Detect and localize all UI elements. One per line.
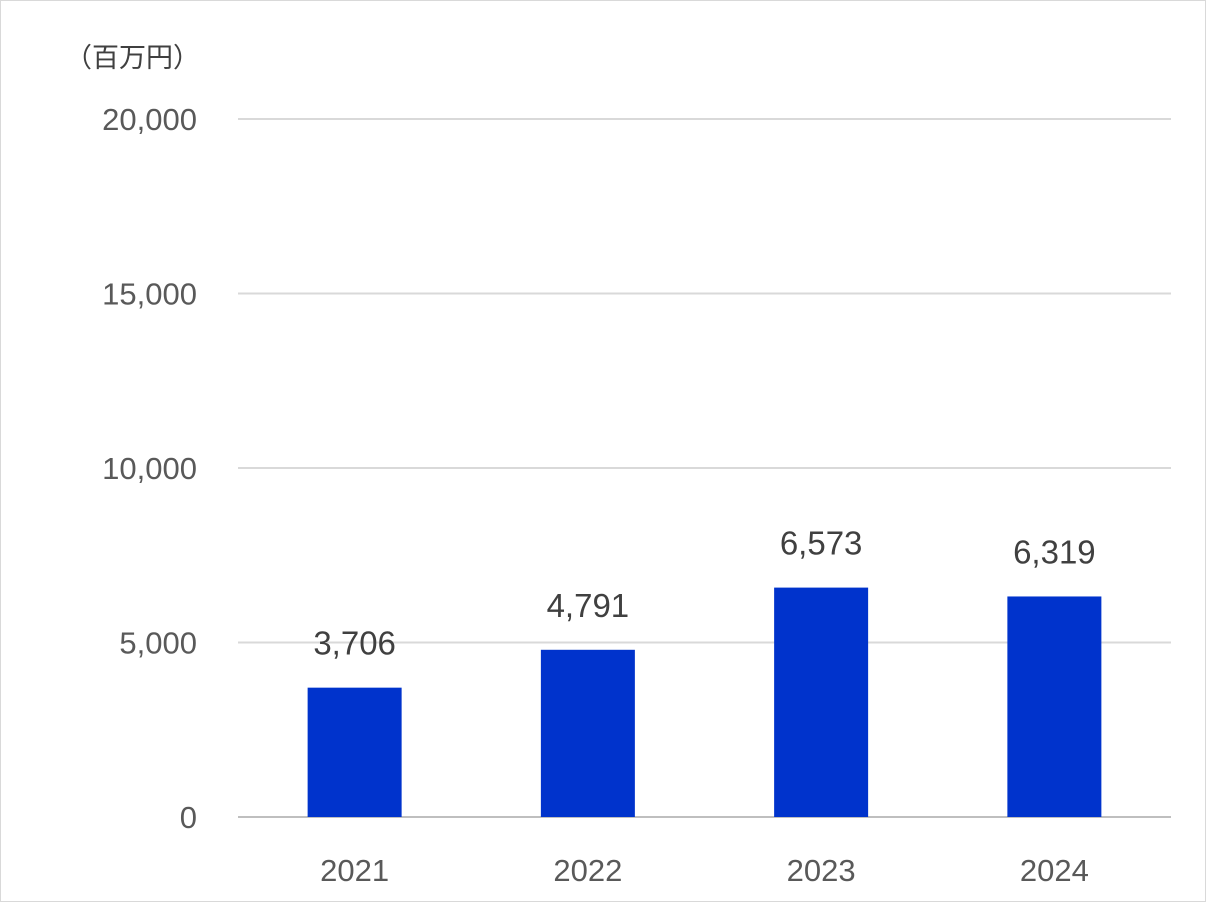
y-tick-label: 0 <box>180 800 197 835</box>
data-label: 6,573 <box>780 525 863 562</box>
data-label: 3,706 <box>313 625 396 662</box>
x-axis-tick-labels: 2021 2022 2023 2024 <box>320 853 1089 888</box>
bar <box>307 687 402 817</box>
data-label: 6,319 <box>1013 533 1096 570</box>
bar <box>774 587 869 817</box>
bar <box>1007 596 1102 817</box>
y-tick-label: 15,000 <box>102 277 197 312</box>
data-label: 4,791 <box>547 587 630 624</box>
x-tick-label: 2023 <box>787 853 856 888</box>
y-tick-label: 20,000 <box>102 102 197 137</box>
bar <box>540 649 635 817</box>
bars <box>307 587 1102 817</box>
x-tick-label: 2022 <box>553 853 622 888</box>
x-tick-label: 2021 <box>320 853 389 888</box>
y-axis-tick-labels: 0 5,000 10,000 15,000 20,000 <box>102 102 197 835</box>
data-labels: 3,706 4,791 6,573 6,319 <box>313 525 1095 662</box>
y-tick-label: 5,000 <box>119 626 197 661</box>
y-axis-unit-label: （百万円） <box>65 43 200 74</box>
y-tick-label: 10,000 <box>102 451 197 486</box>
x-tick-label: 2024 <box>1020 853 1089 888</box>
